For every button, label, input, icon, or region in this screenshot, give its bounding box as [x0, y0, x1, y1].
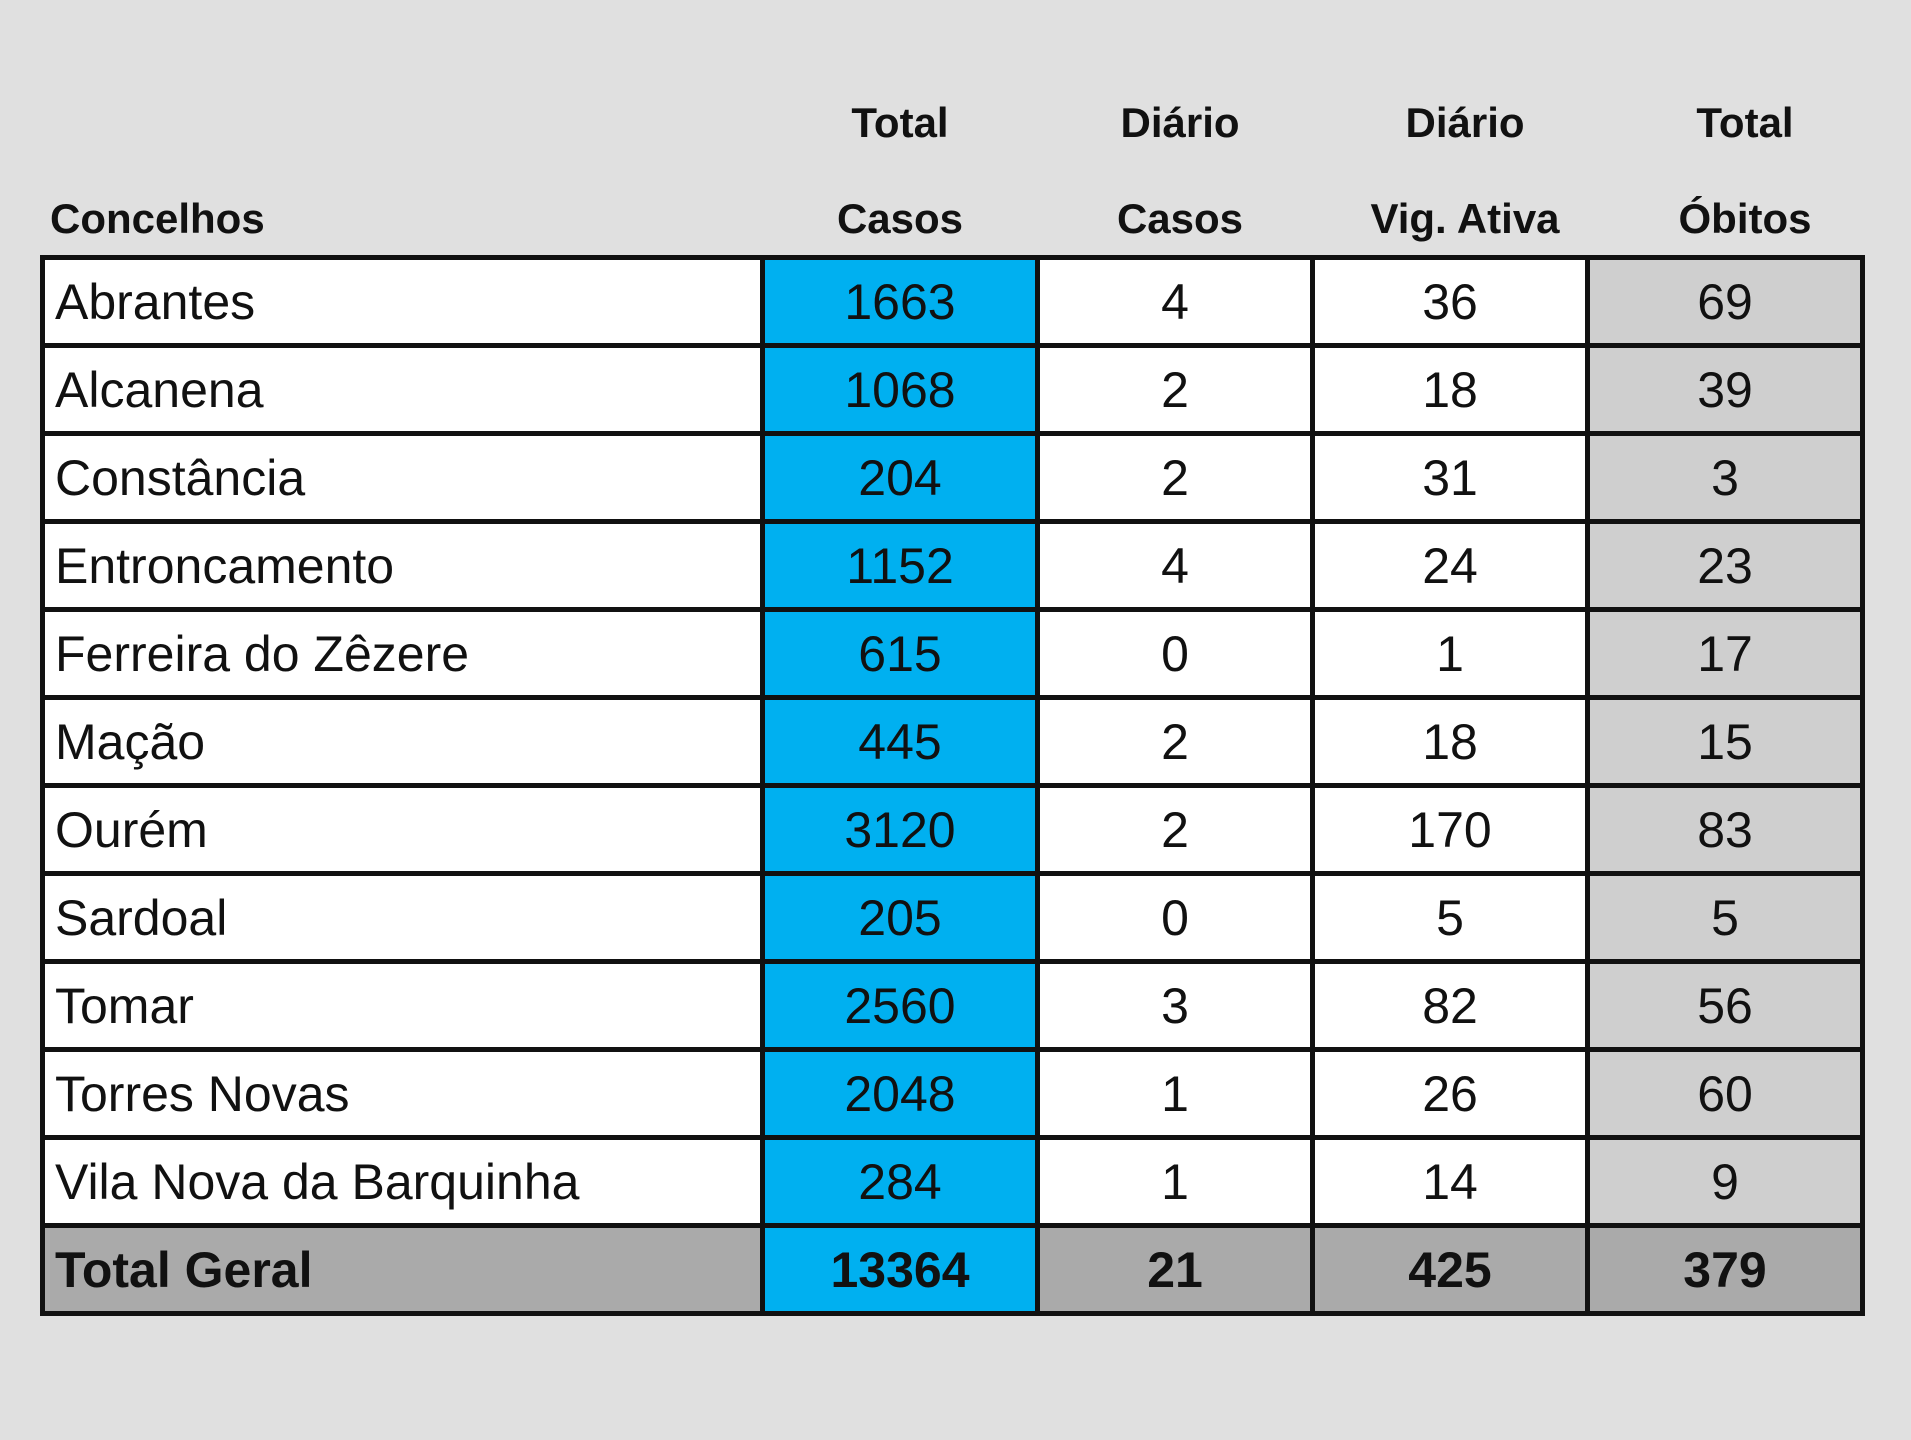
table-row: Mação 445 2 18 15 — [40, 695, 1865, 788]
header-diario-casos: Diário Casos — [1040, 75, 1320, 255]
diario-casos-cell: 2 — [1035, 783, 1315, 876]
total-casos-cell: 615 — [760, 607, 1040, 700]
total-casos-cell: 2048 — [760, 1047, 1040, 1140]
table-row: Tomar 2560 3 82 56 — [40, 959, 1865, 1052]
total-casos-cell: 1068 — [760, 343, 1040, 436]
table-row: Torres Novas 2048 1 26 60 — [40, 1047, 1865, 1140]
vig-ativa-cell: 18 — [1310, 343, 1590, 436]
total-casos-cell: 2560 — [760, 959, 1040, 1052]
vig-ativa-cell: 1 — [1310, 607, 1590, 700]
obitos-cell: 15 — [1585, 695, 1865, 788]
vig-ativa-cell: 26 — [1310, 1047, 1590, 1140]
obitos-cell: 17 — [1585, 607, 1865, 700]
obitos-cell: 23 — [1585, 519, 1865, 612]
diario-casos-cell: 4 — [1035, 519, 1315, 612]
vig-ativa-cell: 5 — [1310, 871, 1590, 964]
obitos-cell: 60 — [1585, 1047, 1865, 1140]
obitos-cell: 3 — [1585, 431, 1865, 524]
diario-casos-cell: 2 — [1035, 343, 1315, 436]
table-row: Ferreira do Zêzere 615 0 1 17 — [40, 607, 1865, 700]
diario-casos-cell: 1 — [1035, 1047, 1315, 1140]
total-geral-diario-casos: 21 — [1035, 1223, 1315, 1316]
table-row: Sardoal 205 0 5 5 — [40, 871, 1865, 964]
concelho-name: Ourém — [40, 783, 765, 876]
total-casos-cell: 1663 — [760, 255, 1040, 348]
obitos-cell: 56 — [1585, 959, 1865, 1052]
table-row: Constância 204 2 31 3 — [40, 431, 1865, 524]
diario-casos-cell: 1 — [1035, 1135, 1315, 1228]
header-total-casos: Total Casos — [760, 75, 1040, 255]
table-row: Abrantes 1663 4 36 69 — [40, 255, 1865, 348]
header-diario-vig: Diário Vig. Ativa — [1325, 75, 1605, 255]
total-geral-vig-ativa: 425 — [1310, 1223, 1590, 1316]
obitos-cell: 83 — [1585, 783, 1865, 876]
header-diario-vig-line1: Diário — [1405, 99, 1525, 146]
concelho-name: Constância — [40, 431, 765, 524]
total-geral-label: Total Geral — [40, 1223, 765, 1316]
concelho-name: Entroncamento — [40, 519, 765, 612]
table-row: Ourém 3120 2 170 83 — [40, 783, 1865, 876]
concelho-name: Vila Nova da Barquinha — [40, 1135, 765, 1228]
obitos-cell: 5 — [1585, 871, 1865, 964]
obitos-cell: 39 — [1585, 343, 1865, 436]
header-diario-casos-line2: Casos — [1116, 195, 1244, 242]
obitos-cell: 9 — [1585, 1135, 1865, 1228]
cases-table: Abrantes 1663 4 36 69 Alcanena 1068 2 18… — [40, 255, 1865, 1316]
total-casos-cell: 1152 — [760, 519, 1040, 612]
total-geral-row: Total Geral 13364 21 425 379 — [40, 1223, 1865, 1316]
diario-casos-cell: 4 — [1035, 255, 1315, 348]
header-total-obitos-line2: Óbitos — [1678, 195, 1812, 242]
header-diario-vig-line2: Vig. Ativa — [1370, 195, 1560, 242]
table-header: Concelhos Total Casos Diário Casos Diári… — [40, 75, 1890, 255]
total-casos-cell: 204 — [760, 431, 1040, 524]
table-row: Vila Nova da Barquinha 284 1 14 9 — [40, 1135, 1865, 1228]
table-row: Alcanena 1068 2 18 39 — [40, 343, 1865, 436]
diario-casos-cell: 3 — [1035, 959, 1315, 1052]
header-total-casos-line2: Casos — [836, 195, 964, 242]
concelho-name: Mação — [40, 695, 765, 788]
concelho-name: Ferreira do Zêzere — [40, 607, 765, 700]
diario-casos-cell: 2 — [1035, 695, 1315, 788]
total-casos-cell: 445 — [760, 695, 1040, 788]
concelho-name: Alcanena — [40, 343, 765, 436]
table-row: Entroncamento 1152 4 24 23 — [40, 519, 1865, 612]
vig-ativa-cell: 82 — [1310, 959, 1590, 1052]
vig-ativa-cell: 24 — [1310, 519, 1590, 612]
total-geral-obitos: 379 — [1585, 1223, 1865, 1316]
header-total-casos-line1: Total — [851, 99, 949, 146]
header-total-obitos: Total Óbitos — [1605, 75, 1885, 255]
total-casos-cell: 205 — [760, 871, 1040, 964]
concelho-name: Tomar — [40, 959, 765, 1052]
concelho-name: Sardoal — [40, 871, 765, 964]
total-casos-cell: 3120 — [760, 783, 1040, 876]
header-concelhos-label: Concelhos — [50, 195, 265, 242]
total-casos-cell: 284 — [760, 1135, 1040, 1228]
vig-ativa-cell: 14 — [1310, 1135, 1590, 1228]
total-geral-casos: 13364 — [760, 1223, 1040, 1316]
header-total-obitos-line1: Total — [1696, 99, 1794, 146]
concelho-name: Abrantes — [40, 255, 765, 348]
diario-casos-cell: 2 — [1035, 431, 1315, 524]
diario-casos-cell: 0 — [1035, 607, 1315, 700]
vig-ativa-cell: 36 — [1310, 255, 1590, 348]
obitos-cell: 69 — [1585, 255, 1865, 348]
vig-ativa-cell: 170 — [1310, 783, 1590, 876]
header-diario-casos-line1: Diário — [1120, 99, 1240, 146]
concelho-name: Torres Novas — [40, 1047, 765, 1140]
vig-ativa-cell: 31 — [1310, 431, 1590, 524]
diario-casos-cell: 0 — [1035, 871, 1315, 964]
vig-ativa-cell: 18 — [1310, 695, 1590, 788]
header-concelhos: Concelhos — [50, 75, 750, 255]
